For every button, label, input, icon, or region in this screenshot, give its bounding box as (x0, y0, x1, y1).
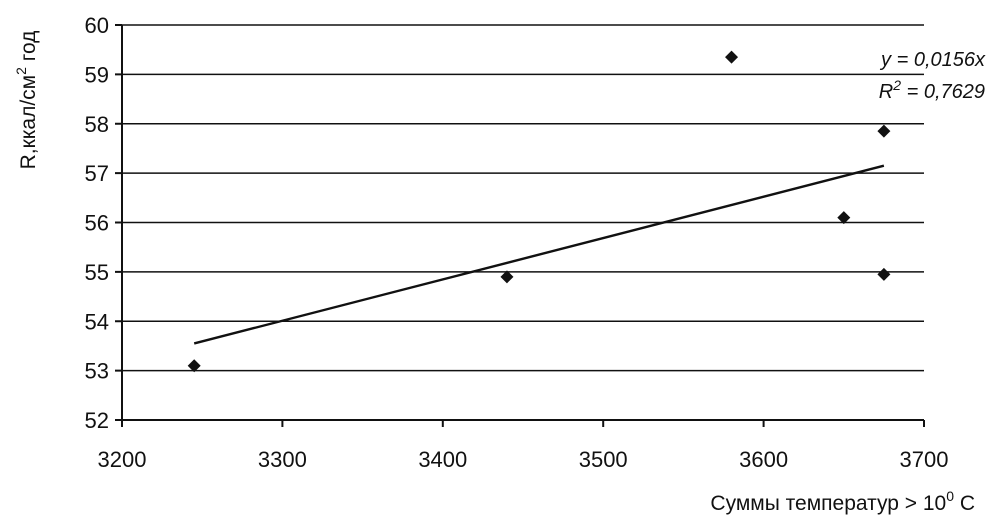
x-tick-labels: 3200 3300 3400 3500 3600 3700 (98, 447, 949, 472)
trendline-equation: y = 0,0156x (879, 49, 986, 71)
grid-lines (122, 24, 924, 372)
y-tick-label: 59 (85, 62, 109, 87)
y-tick-label: 54 (85, 309, 109, 334)
y-tick-label: 52 (85, 408, 109, 433)
r-squared-label: R2 = 0,7629 (879, 77, 985, 103)
x-tick-label: 3500 (579, 447, 628, 472)
data-point (877, 124, 891, 138)
x-tick-label: 3600 (739, 447, 788, 472)
y-tick-label: 56 (85, 211, 109, 236)
data-point (500, 270, 514, 284)
data-point (837, 211, 851, 225)
data-point (877, 267, 891, 281)
x-tick-label: 3400 (418, 447, 467, 472)
y-tick-label: 60 (85, 13, 109, 38)
x-tick-label: 3300 (258, 447, 307, 472)
x-axis-title: Суммы температур > 100 С (710, 488, 975, 515)
y-tick-label: 53 (85, 359, 109, 384)
axes (115, 24, 925, 427)
x-tick-label: 3200 (98, 447, 147, 472)
trendline (193, 164, 885, 345)
y-tick-labels: 52 53 54 55 56 57 58 59 60 (85, 13, 109, 433)
y-tick-label: 57 (85, 161, 109, 186)
y-tick-label: 58 (85, 112, 109, 137)
data-point (187, 359, 201, 373)
y-axis-title: R,ккал/см2 год (13, 31, 40, 170)
trendline-group (193, 164, 885, 345)
x-tick-label: 3700 (900, 447, 949, 472)
data-point (725, 50, 739, 64)
y-tick-label: 55 (85, 260, 109, 285)
data-points (187, 50, 891, 373)
